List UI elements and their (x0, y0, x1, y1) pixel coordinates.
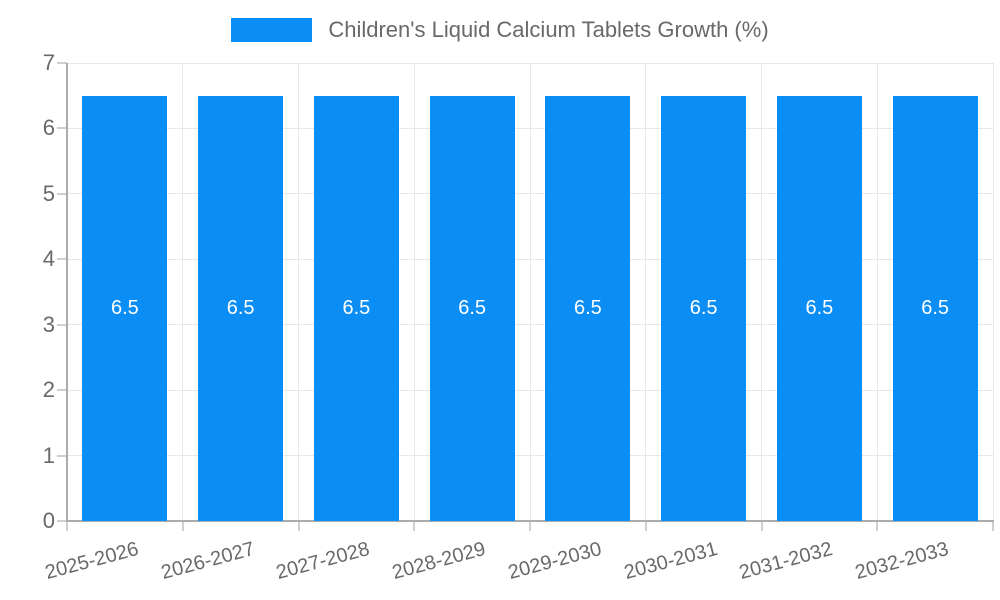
x-gridline (876, 63, 878, 521)
bar[interactable]: 6.5 (776, 95, 862, 521)
x-tick-mark (181, 521, 184, 531)
y-axis-tick-label: 6 (42, 115, 55, 141)
y-axis-tick-label: 2 (42, 377, 55, 403)
bar[interactable]: 6.5 (429, 95, 515, 521)
y-tick-mark (57, 258, 67, 261)
x-tick-mark (66, 521, 68, 531)
bar-value-label: 6.5 (805, 296, 834, 319)
x-gridline (298, 63, 299, 521)
bar-value-label: 6.5 (689, 296, 718, 319)
legend-item[interactable]: Children's Liquid Calcium Tablets Growth… (231, 17, 769, 43)
x-tick-mark (760, 521, 763, 531)
x-tick-mark (876, 521, 879, 531)
bar[interactable]: 6.5 (82, 95, 168, 521)
legend: Children's Liquid Calcium Tablets Growth… (0, 17, 1000, 43)
bar-value-label: 6.5 (110, 296, 139, 319)
y-tick-mark (57, 454, 67, 457)
x-tick-mark (992, 521, 994, 531)
y-tick-mark (57, 323, 67, 326)
bar-value-label: 6.5 (573, 296, 602, 319)
bar[interactable]: 6.5 (313, 95, 399, 521)
bar[interactable]: 6.5 (198, 95, 284, 521)
x-axis-line (66, 520, 994, 522)
y-tick-mark (57, 389, 67, 392)
bar[interactable]: 6.5 (661, 95, 747, 521)
x-gridline (761, 63, 762, 521)
bar-value-label: 6.5 (921, 296, 950, 319)
bar-value-label: 6.5 (342, 296, 371, 319)
y-axis-tick-label: 1 (42, 442, 55, 468)
y-tick-mark (57, 520, 67, 522)
legend-swatch (231, 18, 313, 42)
y-axis-line (66, 63, 68, 521)
x-tick-mark (529, 521, 531, 531)
bar[interactable]: 6.5 (892, 95, 978, 521)
bar-value-label: 6.5 (458, 296, 487, 319)
x-gridline (529, 63, 531, 521)
y-tick-mark (57, 127, 67, 130)
x-tick-mark (297, 521, 300, 531)
x-gridline (645, 63, 647, 521)
y-axis-tick-label: 4 (42, 246, 55, 272)
y-axis-tick-label: 5 (42, 180, 55, 206)
x-tick-mark (413, 521, 416, 531)
y-tick-mark (57, 192, 67, 195)
x-gridline (182, 63, 184, 521)
x-gridline (992, 63, 994, 521)
y-axis-tick-label: 3 (42, 311, 55, 337)
x-gridline (413, 63, 415, 521)
y-axis-tick-label: 0 (42, 508, 55, 533)
y-axis-tick-label: 7 (42, 50, 55, 75)
x-tick-mark (644, 521, 647, 531)
bar[interactable]: 6.5 (545, 95, 631, 521)
legend-label: Children's Liquid Calcium Tablets Growth… (328, 17, 769, 42)
y-tick-mark (57, 62, 67, 64)
bar-value-label: 6.5 (226, 296, 255, 319)
